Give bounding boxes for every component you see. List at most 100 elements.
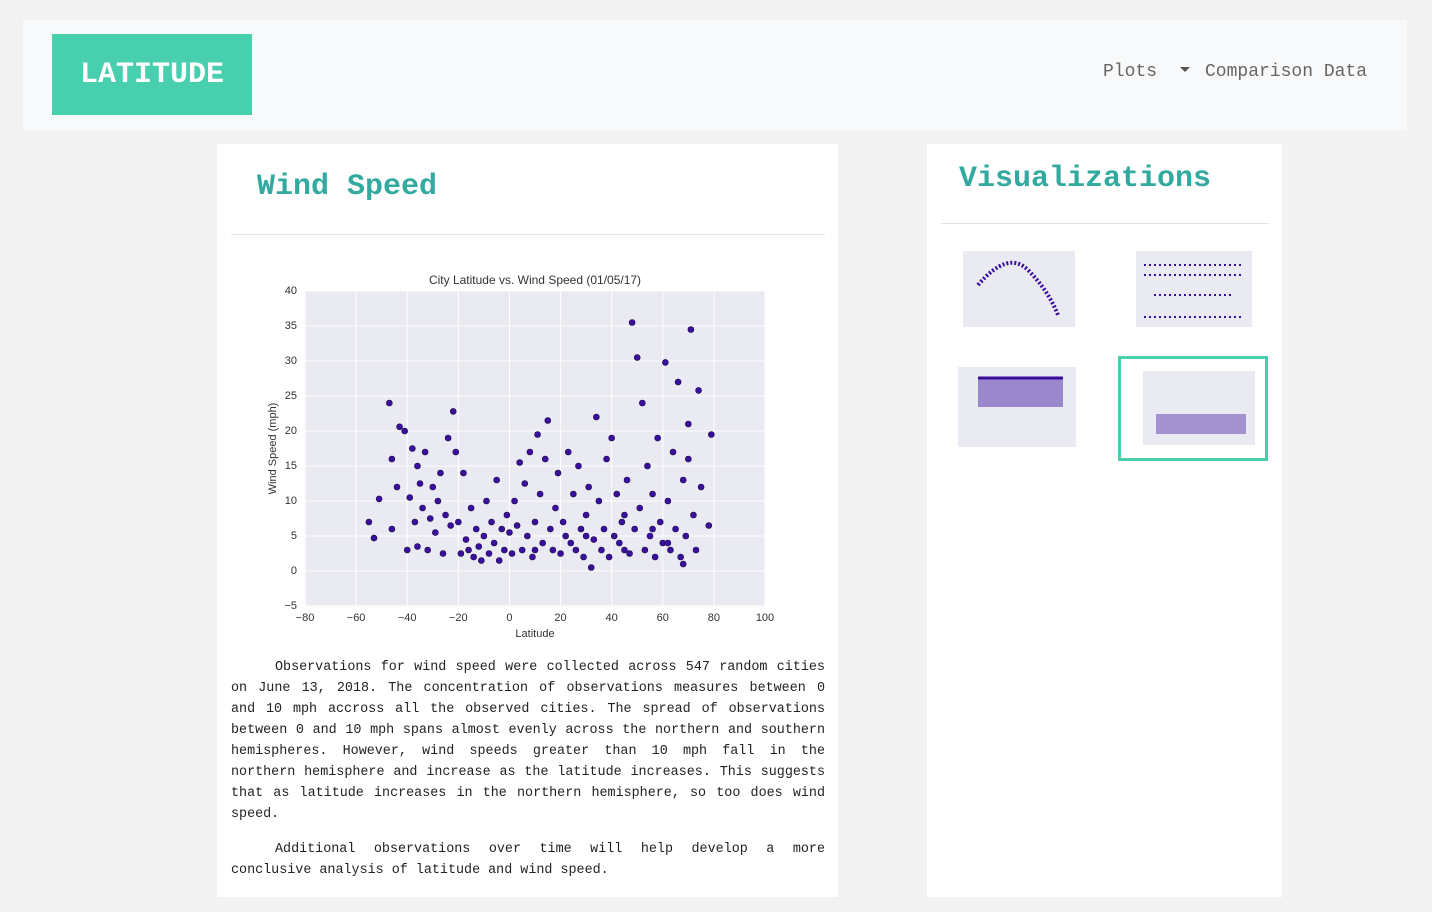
point [386,399,393,407]
point [511,497,518,505]
point [531,518,539,526]
point [409,445,416,452]
point [603,455,610,463]
point [432,529,439,536]
point [582,511,590,519]
point [674,378,682,386]
point [370,534,378,542]
point [654,434,661,442]
x-tick-label: 60 [657,612,669,624]
nav-link[interactable]: Comparison Data [1205,62,1368,82]
thumbnail-selected[interactable] [1118,356,1268,461]
point [416,480,424,487]
y-tick-label: 40 [285,285,297,297]
point [705,522,713,529]
y-tick-label: −5 [284,600,297,612]
point [697,483,705,491]
point [403,546,411,554]
point [687,326,695,333]
y-tick-label: 35 [285,320,297,332]
point [375,495,383,503]
x-tick-label: −20 [449,612,468,624]
point [426,515,434,522]
point [472,525,480,533]
heading: Wind Speed [257,170,438,204]
point [669,448,677,456]
point [628,319,636,326]
point [593,413,600,421]
point [708,431,715,438]
point [631,525,638,533]
point [662,359,669,366]
point [664,539,672,547]
point [685,455,692,463]
point [664,497,672,505]
point [513,522,521,529]
point [639,399,646,407]
point [646,532,654,540]
nav-link[interactable]: Plots [1103,62,1158,82]
point [478,557,485,564]
point [452,448,460,456]
point [485,550,493,557]
sidebar-heading: Visualizations [959,162,1212,196]
point [465,546,472,554]
point [444,434,452,442]
point [442,511,449,519]
point [679,560,687,568]
thumbnail[interactable] [953,362,1078,455]
thumbnail[interactable] [1124,245,1256,340]
plot-area [305,291,765,606]
point [564,448,572,456]
point [633,354,641,361]
point [595,497,603,505]
point [570,490,577,498]
point [549,546,557,554]
point [495,557,503,564]
point [562,532,569,540]
point [656,518,664,526]
point [518,546,526,554]
point [557,550,564,557]
point [414,462,421,470]
point [449,408,457,415]
point [455,518,462,526]
point [577,525,585,533]
y-axis-label: Wind Speed (mph) [267,403,279,495]
thumbnail[interactable] [953,245,1078,340]
point [536,490,544,498]
point [590,536,598,543]
point [649,490,656,498]
point [539,539,546,547]
point [598,546,605,554]
point [618,518,626,526]
point [534,431,541,438]
x-tick-label: −40 [398,612,417,624]
point [644,462,651,470]
point [508,550,516,557]
x-tick-label: −80 [296,612,315,624]
point [488,518,495,526]
point [521,480,529,487]
point [621,511,628,519]
point [414,543,421,550]
point [554,469,562,477]
point [457,550,465,557]
y-tick-label: 30 [285,355,297,367]
brand[interactable]: LATITUDE [52,34,252,115]
dropdown-caret[interactable] [1179,66,1191,74]
y-tick-label: 0 [291,565,297,577]
point [605,553,613,561]
point [439,550,447,557]
point [460,469,467,477]
point [490,539,498,547]
x-tick-label: 20 [554,612,566,624]
point [672,525,679,533]
point [552,504,559,512]
x-tick-label: 80 [708,612,720,624]
point [419,504,426,512]
point [462,536,470,543]
y-tick-label: 25 [285,390,297,402]
point [651,553,659,561]
point [483,497,490,505]
